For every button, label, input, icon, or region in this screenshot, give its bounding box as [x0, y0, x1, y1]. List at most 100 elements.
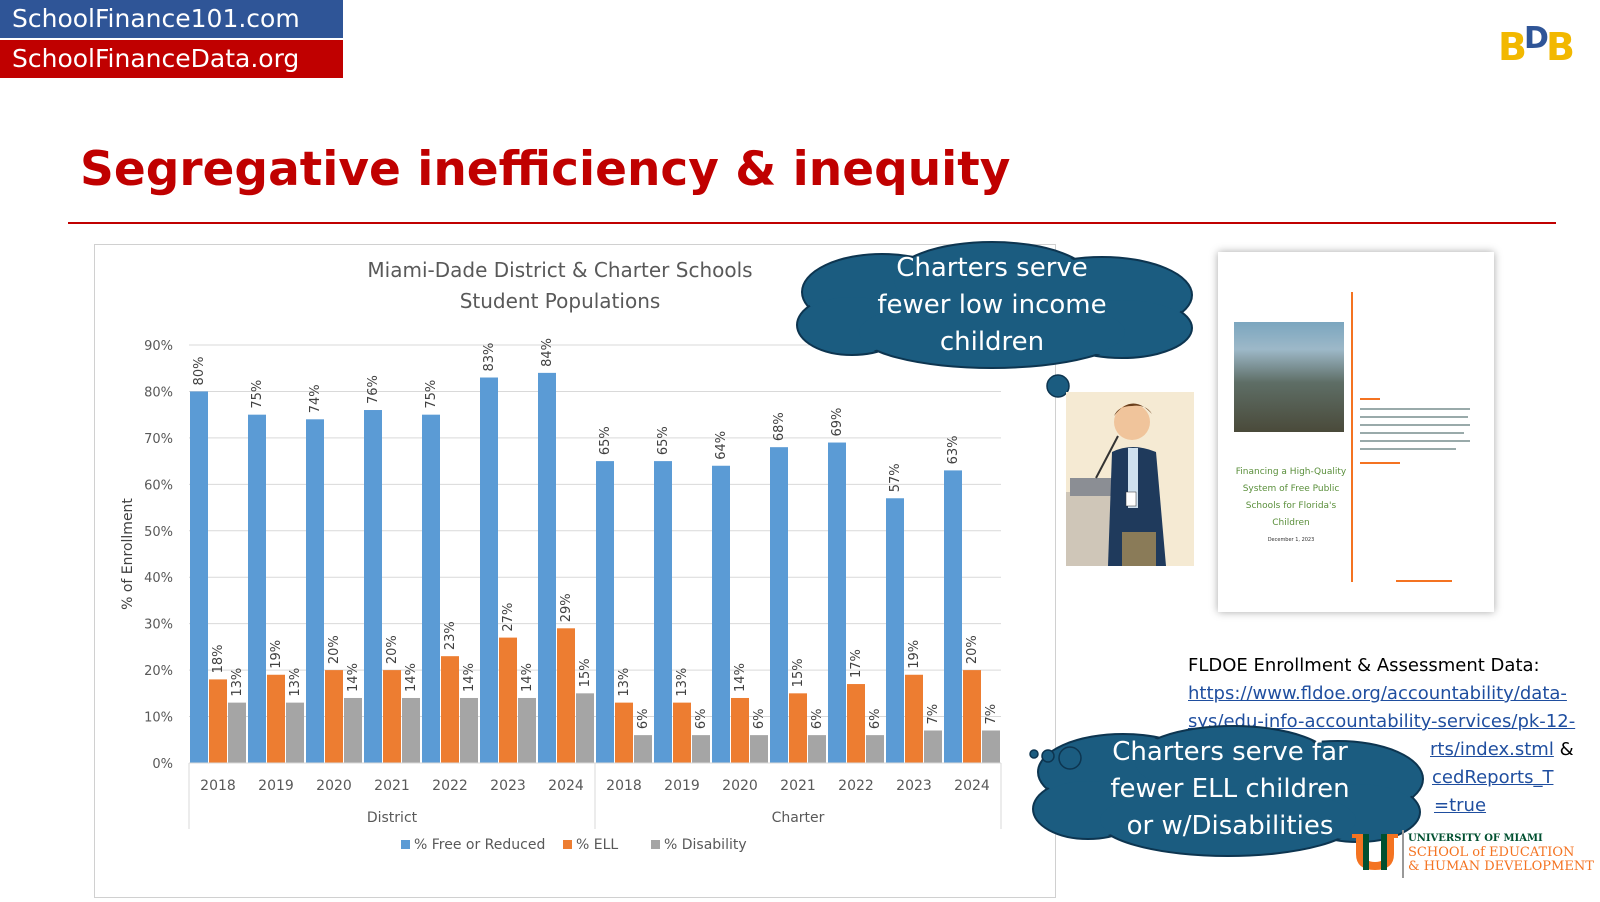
data-label: 20% — [385, 635, 400, 664]
bar-free-reduced — [596, 461, 614, 763]
y-tick-label: 40% — [144, 571, 173, 586]
abstract-author-mark — [1360, 462, 1400, 464]
data-label: 19% — [269, 640, 284, 669]
bar-disability — [982, 730, 1000, 763]
data-label: 17% — [849, 649, 864, 678]
bar-disability — [808, 735, 826, 763]
data-label: 6% — [752, 709, 767, 730]
data-label: 29% — [559, 593, 574, 622]
data-label: 15% — [578, 658, 593, 687]
report-footer-logo — [1396, 580, 1452, 582]
bar-free-reduced — [770, 447, 788, 763]
bar-ell — [963, 670, 981, 763]
source-link-line5[interactable]: =true — [1434, 795, 1487, 816]
bar-disability — [460, 697, 478, 763]
bar-free-reduced — [422, 414, 440, 763]
callout-bottom-line1: Charters serve far — [1112, 737, 1348, 767]
data-label: 19% — [907, 640, 922, 669]
report-title-line4: Children — [1272, 518, 1310, 528]
y-tick-label: 10% — [144, 711, 173, 726]
source-link-line1[interactable]: https://www.fldoe.org/accountability/dat… — [1188, 683, 1567, 704]
data-label: 7% — [984, 704, 999, 725]
bar-ell — [267, 674, 285, 763]
data-label: 80% — [192, 357, 207, 386]
abstract-line — [1360, 408, 1470, 410]
x-tick-label: 2021 — [780, 778, 816, 794]
data-label: 13% — [230, 668, 245, 697]
bar-free-reduced — [654, 461, 672, 763]
x-tick-label: 2018 — [200, 778, 236, 794]
data-label: 13% — [675, 668, 690, 697]
bar-disability — [866, 735, 884, 763]
chart-frame: Miami-Dade District & Charter Schools Stu… — [94, 244, 1056, 898]
bar-disability — [750, 735, 768, 763]
data-label: 64% — [714, 431, 729, 460]
data-label: 83% — [482, 343, 497, 372]
data-label: 76% — [366, 375, 381, 404]
legend-ell: % ELL — [576, 837, 618, 853]
legend-disability-swatch — [651, 840, 660, 849]
bar-ell — [441, 656, 459, 763]
data-label: 13% — [288, 668, 303, 697]
x-tick-label: 2019 — [664, 778, 700, 794]
chart-title-line2: Student Populations — [460, 289, 661, 313]
x-tick-label: 2023 — [490, 778, 526, 794]
report-divider — [1351, 292, 1353, 582]
data-label: 18% — [211, 644, 226, 673]
y-axis-label: % of Enrollment — [120, 498, 136, 610]
bar-ell — [325, 670, 343, 763]
x-tick-label: 2019 — [258, 778, 294, 794]
data-label: 14% — [404, 663, 419, 692]
bar-free-reduced — [538, 372, 556, 763]
bar-ell — [557, 628, 575, 763]
abstract-line — [1360, 416, 1468, 418]
bar-free-reduced — [480, 377, 498, 763]
x-tick-label: 2024 — [954, 778, 990, 794]
callout-top-text: Charters serve fewer low income children — [842, 250, 1142, 361]
callout-bottom-line3: or w/Disabilities — [1126, 811, 1334, 841]
y-tick-label: 30% — [144, 618, 173, 633]
title-rule — [68, 222, 1556, 224]
source-link-line2[interactable]: sys/edu-info-accountability-services/pk-… — [1188, 711, 1576, 732]
data-label: 6% — [636, 709, 651, 730]
um-line3: & HUMAN DEVELOPMENT — [1408, 859, 1594, 874]
report-thumbnail[interactable]: Financing a High-Quality System of Free … — [1218, 252, 1494, 612]
data-label: 23% — [443, 621, 458, 650]
chart-title-line1: Miami-Dade District & Charter Schools — [367, 258, 752, 282]
x-tick-label: 2023 — [896, 778, 932, 794]
bar-disability — [576, 693, 594, 763]
abstract-line — [1360, 448, 1456, 450]
source-ampersand: & — [1553, 739, 1574, 760]
callout-top-line1: Charters serve — [896, 253, 1088, 283]
bar-disability — [692, 735, 710, 763]
thought-bubbles-bottom — [1029, 746, 1082, 770]
x-tick-label: 2020 — [316, 778, 352, 794]
speaker-illustration — [1066, 392, 1194, 566]
report-title-line2: System of Free Public — [1242, 484, 1340, 494]
report-date: December 1, 2023 — [1267, 537, 1315, 543]
site-banner-schoolfinance101[interactable]: SchoolFinance101.com — [0, 0, 343, 38]
bar-disability — [286, 702, 304, 763]
data-label: 6% — [694, 709, 709, 730]
data-label: 69% — [830, 408, 845, 437]
source-link-line3[interactable]: rts/index.stml — [1430, 739, 1554, 760]
bar-free-reduced — [828, 442, 846, 763]
bar-free-reduced — [248, 414, 266, 763]
site-banner-schoolfinancedata[interactable]: SchoolFinanceData.org — [0, 40, 343, 78]
abstract-heading-mark — [1360, 398, 1380, 400]
slide-title: Segregative inefficiency & inequity — [80, 142, 1011, 197]
bdb-logo: B D B — [1498, 21, 1575, 64]
x-tick-label: 2020 — [722, 778, 758, 794]
data-label: 68% — [772, 412, 787, 441]
abstract-line — [1360, 440, 1470, 442]
y-tick-label: 80% — [144, 385, 173, 400]
callout-top-line2: fewer low income — [877, 290, 1107, 320]
abstract-line — [1360, 432, 1464, 434]
y-tick-label: 60% — [144, 478, 173, 493]
bar-free-reduced — [712, 465, 730, 763]
group-label: District — [367, 810, 418, 826]
source-link-line4[interactable]: cedReports_T — [1432, 767, 1554, 788]
legend-disability: % Disability — [664, 837, 747, 853]
bar-ell — [499, 637, 517, 763]
data-label: 63% — [946, 435, 961, 464]
